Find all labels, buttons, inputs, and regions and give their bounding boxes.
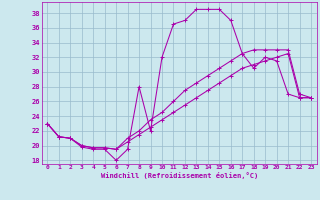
X-axis label: Windchill (Refroidissement éolien,°C): Windchill (Refroidissement éolien,°C) (100, 172, 258, 179)
